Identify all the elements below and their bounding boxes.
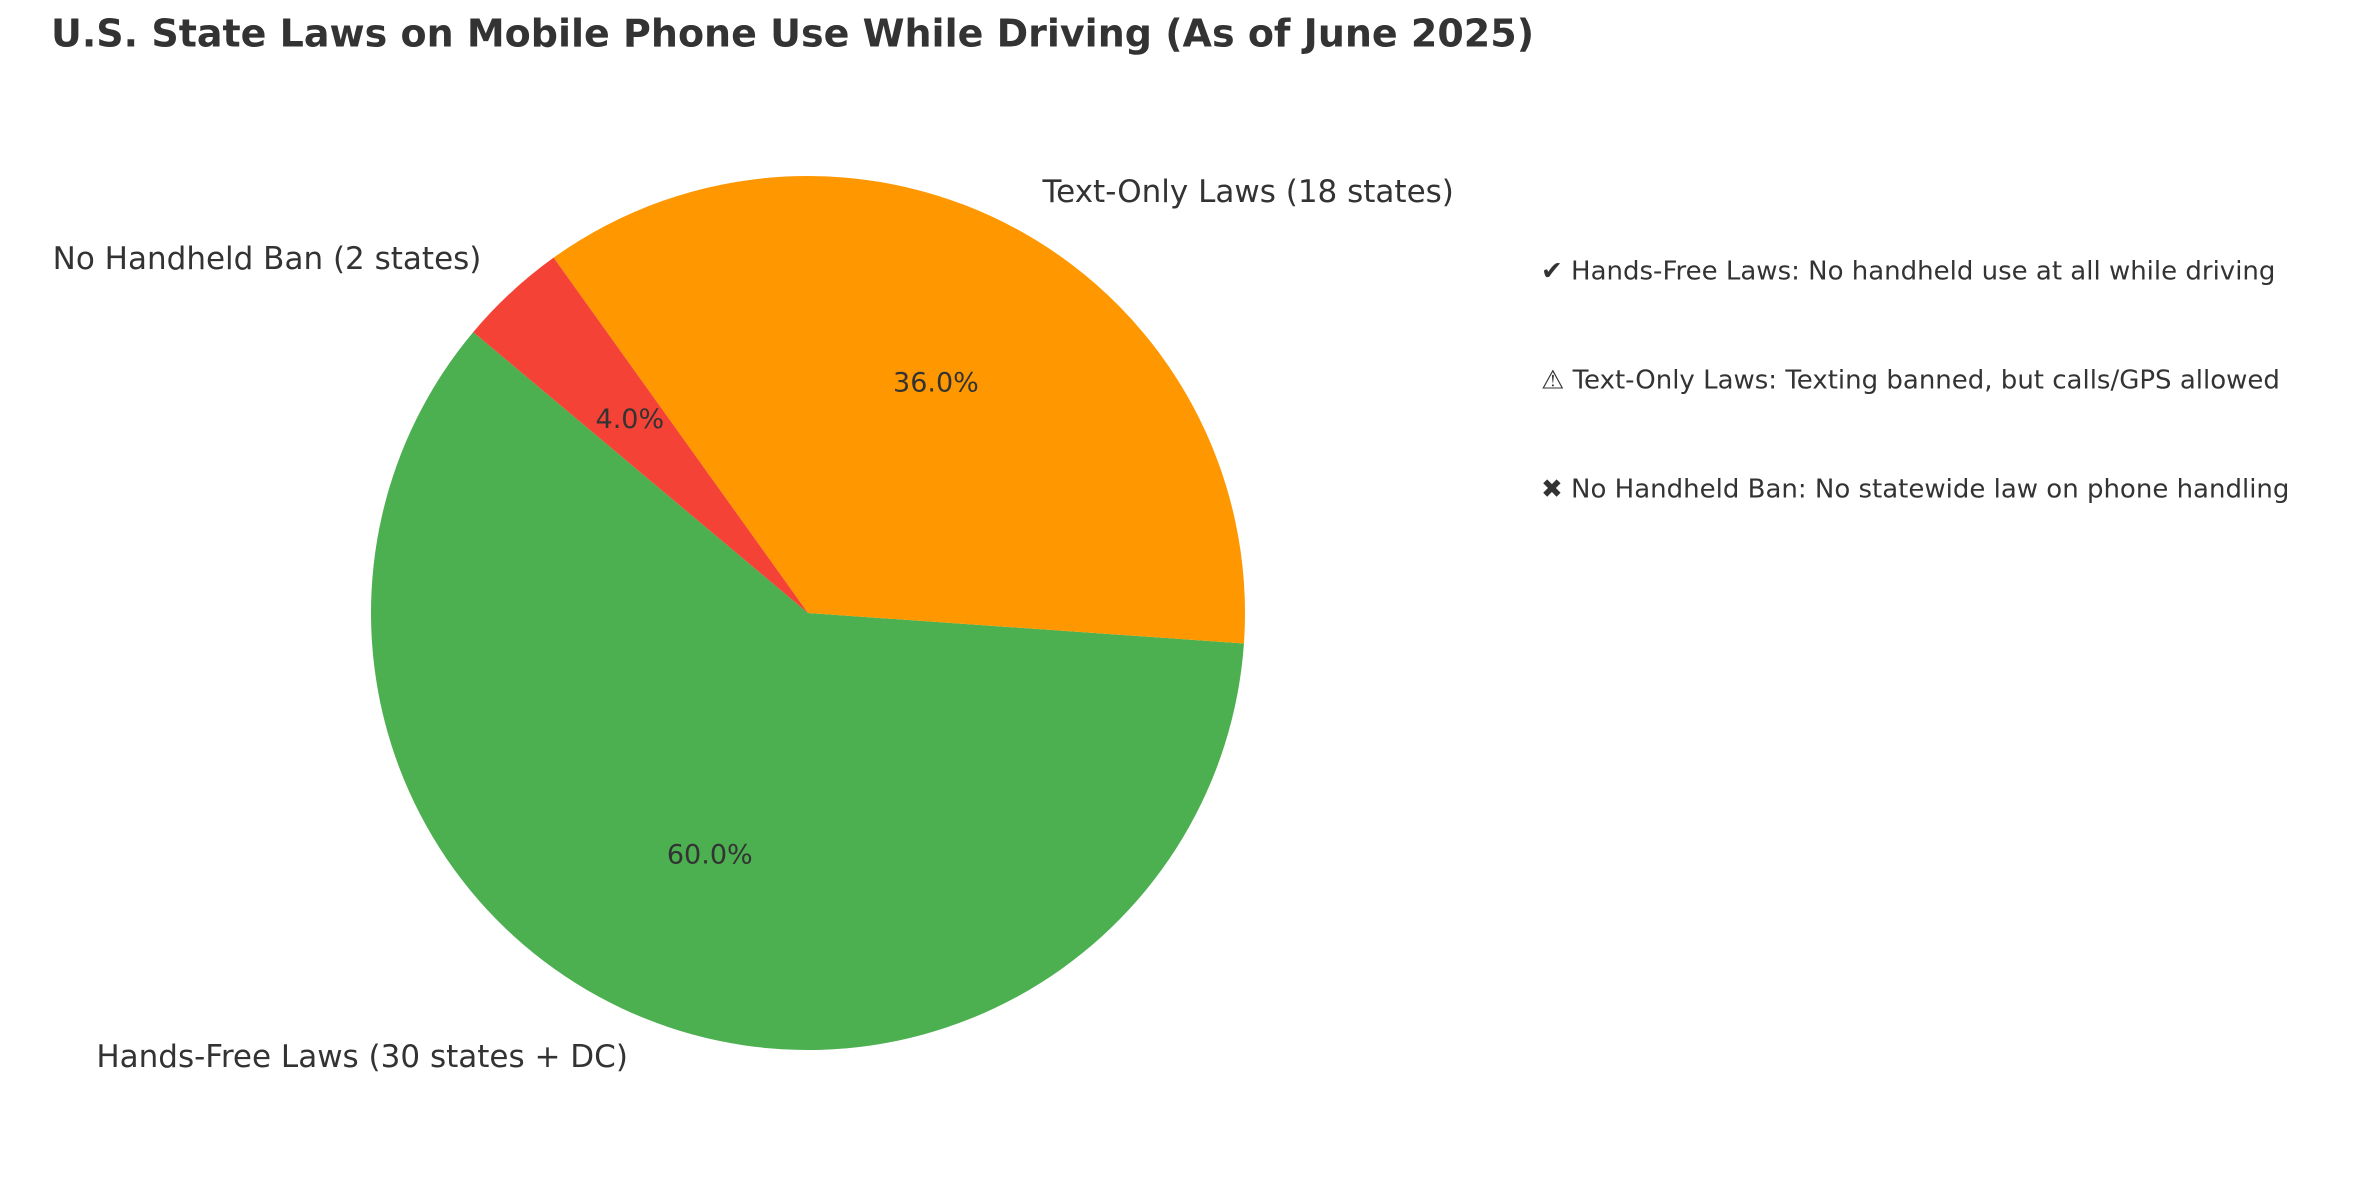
pie-slice bbox=[370, 332, 1244, 1050]
slice-label: Text-Only Laws (18 states) bbox=[1042, 174, 1454, 210]
chart-title: U.S. State Laws on Mobile Phone Use Whil… bbox=[51, 12, 1534, 56]
slice-label: No Handheld Ban (2 states) bbox=[53, 241, 482, 277]
percent-label: 36.0% bbox=[893, 368, 979, 399]
percent-label: 4.0% bbox=[596, 404, 665, 435]
pie-slice bbox=[473, 257, 808, 613]
note: ⚠ Text-Only Laws: Texting banned, but ca… bbox=[1541, 366, 2280, 396]
pie-slice bbox=[553, 176, 1245, 644]
note: ✔ Hands-Free Laws: No handheld use at al… bbox=[1541, 257, 2275, 287]
percent-label: 60.0% bbox=[667, 840, 753, 871]
slice-label: Hands-Free Laws (30 states + DC) bbox=[96, 1039, 628, 1075]
note: ✖ No Handheld Ban: No statewide law on p… bbox=[1541, 475, 2289, 505]
